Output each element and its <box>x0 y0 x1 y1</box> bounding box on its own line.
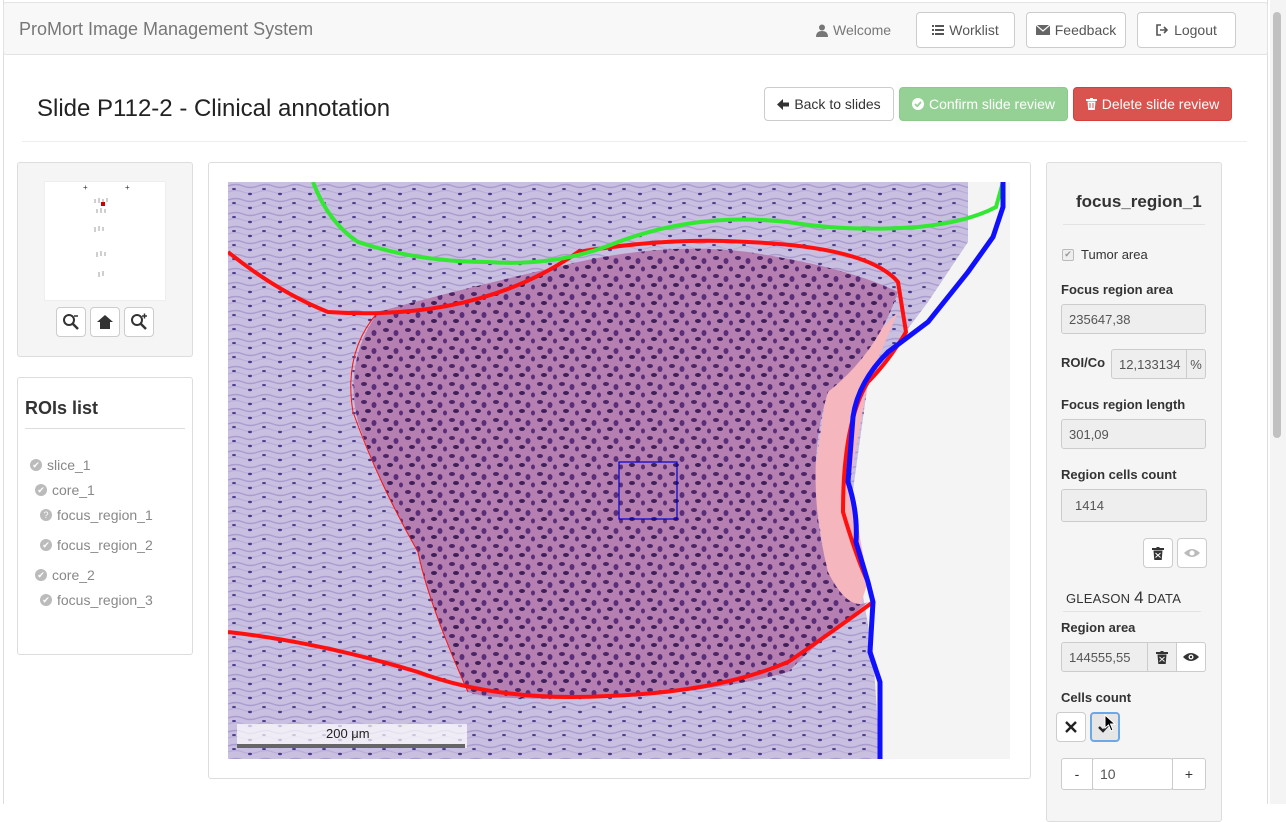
roi-item-core-1[interactable]: ✔ core_1 <box>35 482 95 498</box>
gleason-section-header: GLEASON 4 DATA <box>1066 588 1181 608</box>
region-area-label: Region area <box>1061 620 1136 635</box>
welcome-label: Welcome <box>816 22 891 38</box>
confirm-label: Confirm slide review <box>928 96 1056 112</box>
tumor-area-checkbox[interactable]: ✔ <box>1062 248 1074 261</box>
focus-region-length-field: 301,09 <box>1061 419 1206 449</box>
focus-region-area-field: 235647,38 <box>1061 304 1206 334</box>
gleason-number: 4 <box>1134 588 1144 607</box>
cancel-cells-button[interactable] <box>1056 712 1086 742</box>
logout-button[interactable]: Logout <box>1137 12 1236 48</box>
gleason-suffix: DATA <box>1147 591 1182 606</box>
page-title: Slide P112-2 - Clinical annotation <box>37 95 391 122</box>
roi-item-focus-region-1[interactable]: ? focus_region_1 <box>40 507 153 523</box>
roi-item-core-2[interactable]: ✔ core_2 <box>35 567 95 583</box>
logout-icon <box>1156 24 1169 36</box>
region-title: focus_region_1 <box>1076 192 1202 211</box>
zoom-out-button[interactable] <box>56 307 86 337</box>
gleason-prefix: GLEASON <box>1066 591 1131 606</box>
tumor-area-label: Tumor area <box>1081 247 1148 262</box>
eye-icon <box>1183 653 1199 661</box>
clear-cells-button[interactable] <box>1143 538 1173 568</box>
worklist-label: Worklist <box>949 22 999 38</box>
welcome-text: Welcome <box>833 22 892 38</box>
close-icon <box>1065 721 1077 733</box>
check-circle-icon: ✔ <box>30 459 42 471</box>
list-icon <box>932 25 945 35</box>
slide-image <box>228 182 1010 759</box>
feedback-button[interactable]: Feedback <box>1026 12 1126 48</box>
roi-label: slice_1 <box>47 457 91 473</box>
confirm-slide-review-button[interactable]: Confirm slide review <box>899 87 1068 121</box>
scrollbar-thumb[interactable] <box>1273 12 1281 438</box>
back-label: Back to slides <box>794 96 881 112</box>
roi-label: core_2 <box>52 567 95 583</box>
question-circle-icon: ? <box>40 509 52 521</box>
envelope-icon <box>1035 25 1050 35</box>
home-icon <box>97 315 113 329</box>
brand[interactable]: ProMort Image Management System <box>19 19 314 39</box>
navbar: ProMort Image Management System Welcome … <box>3 2 1268 55</box>
roi-label: focus_region_1 <box>57 507 153 523</box>
back-to-slides-button[interactable]: Back to slides <box>764 87 894 121</box>
stepper-value-input[interactable]: 10 <box>1092 758 1173 790</box>
rois-title: ROIs list <box>25 398 99 418</box>
home-button[interactable] <box>90 307 120 337</box>
zoom-in-icon <box>131 313 147 330</box>
focus-region-area-label: Focus region area <box>1061 282 1173 297</box>
logout-label: Logout <box>1174 22 1217 38</box>
rois-divider <box>25 428 185 429</box>
check-circle-icon: ✔ <box>35 484 47 496</box>
user-icon <box>816 24 828 37</box>
stepper-plus-button[interactable]: + <box>1172 758 1206 790</box>
percent-addon: % <box>1186 349 1206 379</box>
gleason-divider <box>1063 611 1201 612</box>
cells-count-label: Cells count <box>1061 690 1132 705</box>
roi-core-ratio-field: 12,133134 <box>1111 349 1187 379</box>
delete-slide-review-button[interactable]: Delete slide review <box>1073 87 1232 121</box>
stepper-minus-button[interactable]: - <box>1061 758 1093 790</box>
region-cells-count-label: Region cells count <box>1061 467 1177 482</box>
svg-text:+: + <box>83 183 88 192</box>
delete-label: Delete slide review <box>1101 96 1220 112</box>
region-area-field: 144555,55 <box>1061 642 1148 672</box>
header-divider <box>22 141 1247 142</box>
toggle-visibility-button[interactable] <box>1177 538 1207 568</box>
zoom-out-icon <box>63 314 79 330</box>
roi-label: focus_region_2 <box>57 537 153 553</box>
mouse-cursor-icon <box>1104 714 1116 732</box>
trash-icon <box>1156 650 1168 664</box>
feedback-label: Feedback <box>1054 22 1117 38</box>
slide-thumbnail[interactable]: + + <box>44 181 166 301</box>
focus-region-length-label: Focus region length <box>1061 397 1186 412</box>
scale-bar-label: 200 μm <box>326 726 370 741</box>
roi-label: focus_region_3 <box>57 592 153 608</box>
roi-item-slice-1[interactable]: ✔ slice_1 <box>30 457 91 473</box>
tumor-area-checkbox-row: ✔ Tumor area <box>1062 247 1148 262</box>
details-divider <box>1063 224 1205 225</box>
trash-icon <box>1152 546 1164 560</box>
check-circle-icon: ✔ <box>35 569 47 581</box>
eye-icon <box>1184 549 1200 557</box>
region-cells-count-field: 1414 <box>1061 489 1207 522</box>
worklist-button[interactable]: Worklist <box>916 12 1015 48</box>
zoom-in-button[interactable] <box>124 307 154 337</box>
svg-text:+: + <box>125 183 130 192</box>
trash-icon <box>1085 98 1097 110</box>
delete-gleason-region-button[interactable] <box>1147 642 1177 672</box>
roi-label: core_1 <box>52 482 95 498</box>
arrow-left-icon <box>777 98 790 110</box>
check-circle-icon: ✔ <box>40 594 52 606</box>
roi-item-focus-region-3[interactable]: ✔ focus_region_3 <box>40 592 153 608</box>
roi-core-ratio-label: ROI/Co <box>1061 355 1106 370</box>
roi-item-focus-region-2[interactable]: ✔ focus_region_2 <box>40 537 153 553</box>
show-gleason-region-button[interactable] <box>1176 642 1206 672</box>
check-circle-icon <box>911 98 924 110</box>
slide-thumbnail-image: + + <box>83 183 130 277</box>
slide-viewer[interactable]: 200 μm <box>228 182 1010 759</box>
check-circle-icon: ✔ <box>40 539 52 551</box>
